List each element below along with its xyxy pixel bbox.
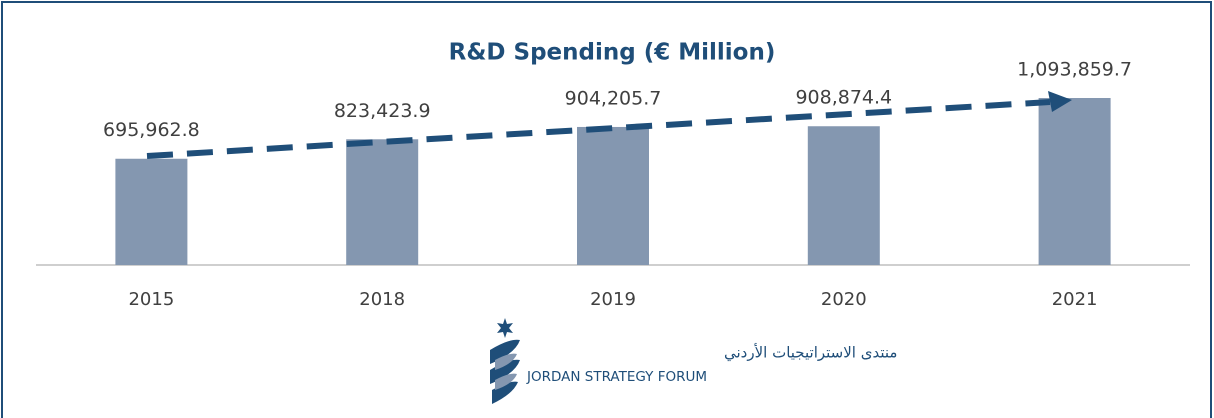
logo-english: JORDAN STRATEGY FORUM	[526, 369, 707, 385]
value-label: 823,423.9	[334, 100, 431, 122]
x-tick-label: 2019	[590, 289, 636, 310]
trend-line	[146, 99, 1051, 159]
logo-ribbon	[490, 339, 520, 404]
bar	[1038, 98, 1111, 265]
x-tick-label: 2021	[1052, 289, 1098, 310]
logo-ribbon-light	[495, 353, 517, 390]
trend-arrowhead	[1048, 91, 1072, 112]
bar	[577, 126, 649, 265]
value-label: 695,962.8	[103, 119, 200, 141]
x-tick-label: 2018	[359, 289, 405, 310]
value-label: 908,874.4	[795, 87, 892, 109]
logo-arabic: منتدى الاستراتيجيات الأردني	[724, 343, 897, 363]
chart-title: R&D Spending (€ Million)	[449, 40, 776, 66]
x-tick-label: 2015	[128, 289, 174, 310]
bar	[115, 158, 188, 265]
logo: منتدى الاستراتيجيات الأردني JORDAN STRAT…	[490, 318, 897, 404]
value-label: 904,205.7	[565, 87, 662, 109]
bar	[807, 126, 880, 265]
value-label: 1,093,859.7	[1017, 59, 1132, 81]
x-tick-label: 2020	[821, 289, 867, 310]
logo-star	[497, 318, 513, 338]
bar	[346, 139, 419, 265]
